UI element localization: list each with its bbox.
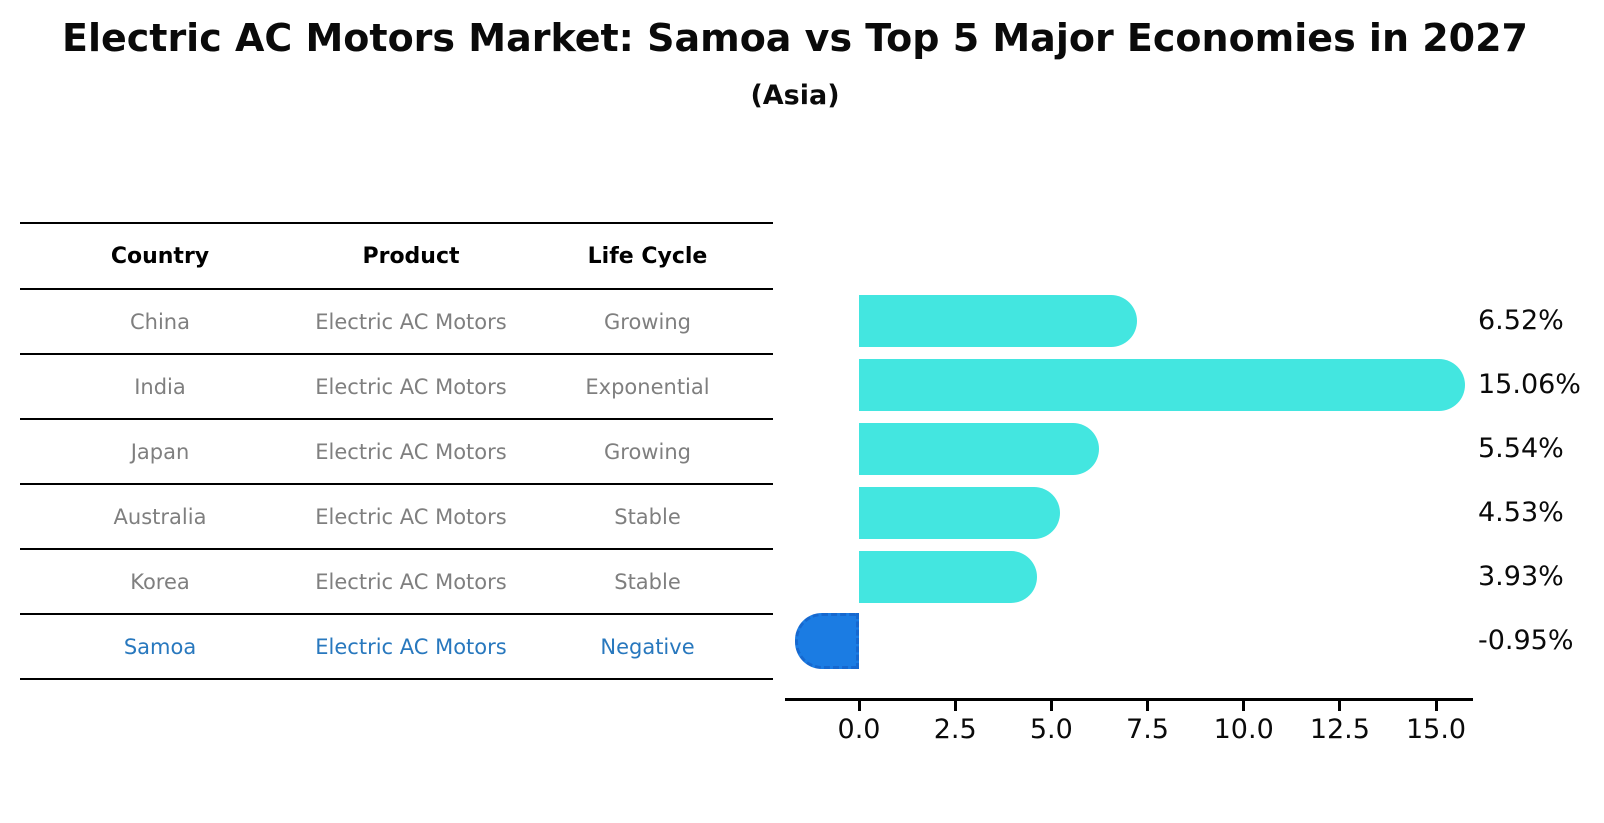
x-tick (1338, 701, 1342, 711)
table-row-australia: Australia Electric AC Motors Stable (20, 485, 773, 550)
table-row-japan: Japan Electric AC Motors Growing (20, 420, 773, 485)
cell-life-cycle: Stable (614, 504, 681, 529)
bar-australia (859, 487, 1061, 539)
cell-country: Samoa (123, 634, 197, 659)
value-label-australia: 4.53% (1478, 497, 1564, 528)
cell-product: Electric AC Motors (315, 374, 507, 399)
table-header-life-cycle: Life Cycle (587, 243, 708, 269)
x-tick-label: 0.0 (837, 714, 881, 745)
bar-china (859, 295, 1137, 347)
cell-product: Electric AC Motors (315, 634, 507, 659)
x-tick (1146, 701, 1150, 711)
x-tick (1434, 701, 1438, 711)
cell-country: Korea (130, 569, 190, 594)
country-table: Country Product Life Cycle China Electri… (20, 222, 773, 680)
chart-subtitle: (Asia) (750, 80, 840, 111)
cell-country: China (130, 309, 190, 334)
table-row-korea: Korea Electric AC Motors Stable (20, 550, 773, 615)
cell-product: Electric AC Motors (315, 504, 507, 529)
cell-product: Electric AC Motors (315, 569, 507, 594)
bar-samoa (795, 613, 859, 669)
table-row-samoa: Samoa Electric AC Motors Negative (20, 615, 773, 680)
value-label-china: 6.52% (1478, 305, 1564, 336)
x-tick (857, 701, 861, 711)
cell-life-cycle: Growing (604, 309, 691, 334)
bar-korea (859, 551, 1038, 603)
table-row-china: China Electric AC Motors Growing (20, 290, 773, 355)
cell-product: Electric AC Motors (315, 439, 507, 464)
value-label-samoa: -0.95% (1478, 625, 1574, 656)
cell-country: India (134, 374, 186, 399)
x-tick (1049, 701, 1053, 711)
x-tick-label: 7.5 (1126, 714, 1169, 745)
cell-country: Japan (130, 439, 190, 464)
value-label-korea: 3.93% (1478, 561, 1564, 592)
x-axis-line (785, 698, 1473, 701)
cell-life-cycle: Growing (604, 439, 691, 464)
bar-japan (859, 423, 1100, 475)
table-row-india: India Electric AC Motors Exponential (20, 355, 773, 420)
x-tick-label: 5.0 (1029, 714, 1073, 745)
x-tick-label: 15.0 (1405, 714, 1467, 745)
cell-country: Australia (113, 504, 207, 529)
chart-title: Electric AC Motors Market: Samoa vs Top … (62, 16, 1528, 60)
cell-life-cycle: Exponential (585, 374, 710, 399)
x-tick-label: 2.5 (933, 714, 977, 745)
table-header-country: Country (110, 243, 210, 269)
table-header-row: Country Product Life Cycle (20, 224, 773, 290)
bar-india (859, 359, 1466, 411)
cell-product: Electric AC Motors (315, 309, 507, 334)
value-label-japan: 5.54% (1478, 433, 1564, 464)
table-header-product: Product (362, 243, 460, 269)
value-label-india: 15.06% (1478, 369, 1581, 400)
x-tick (1242, 701, 1246, 711)
x-tick (953, 701, 957, 711)
cell-life-cycle: Negative (600, 634, 695, 659)
x-tick-label: 10.0 (1213, 714, 1274, 745)
x-tick-label: 12.5 (1309, 714, 1370, 745)
cell-life-cycle: Stable (614, 569, 681, 594)
